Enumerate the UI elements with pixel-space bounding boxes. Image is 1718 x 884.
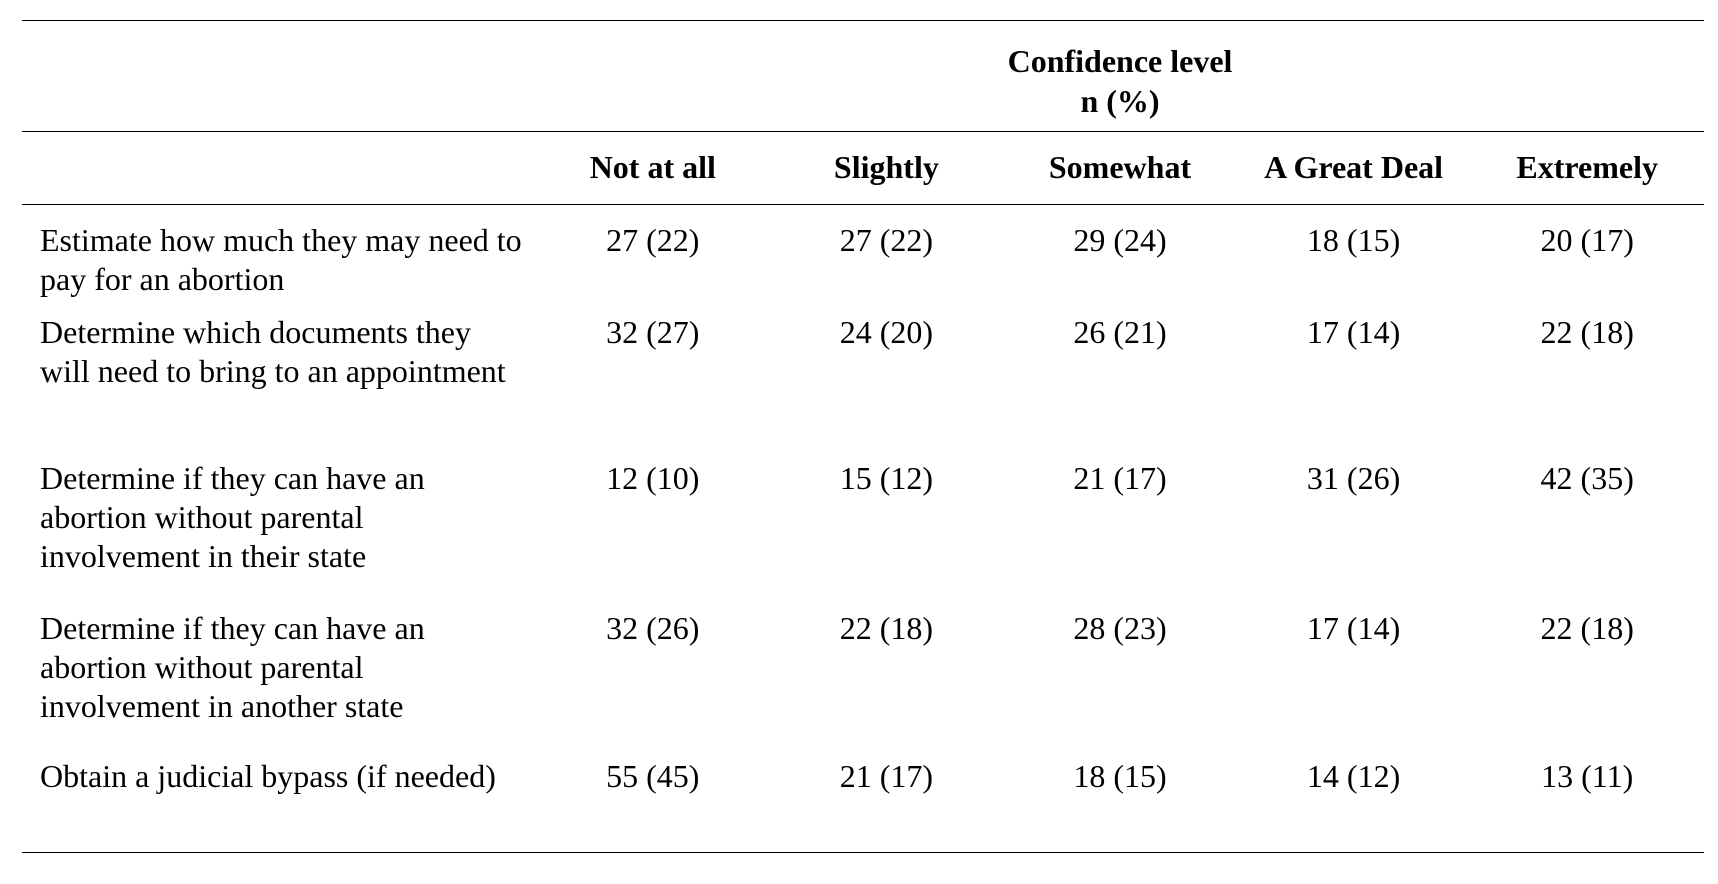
row-label: Determine which documents they will need… xyxy=(40,314,506,389)
table-cell: 55 (45) xyxy=(536,747,770,853)
table-cell: 29 (24) xyxy=(1073,221,1167,258)
table-cell: 15 (12) xyxy=(839,460,934,496)
table-cell: 22 (18) xyxy=(839,610,934,646)
table-cell: 32 (27) xyxy=(606,314,700,350)
table-cell: 26 (21) xyxy=(1073,314,1167,350)
row-label: Determine if they can have an abortion w… xyxy=(40,460,425,574)
table-cell: 27 (22) xyxy=(606,221,700,258)
table-cell: 27 (22) xyxy=(839,221,934,258)
stub-header-blank xyxy=(22,21,536,131)
table-cell: 20 (17) xyxy=(1540,221,1634,258)
table-cell: 14 (12) xyxy=(1236,747,1471,853)
table-cell: 42 (35) xyxy=(1540,460,1634,496)
table-cell: 18 (15) xyxy=(1003,747,1237,853)
table-cell: 17 (14) xyxy=(1306,610,1401,646)
column-header: A Great Deal xyxy=(1236,131,1471,205)
table-cell: 21 (17) xyxy=(769,747,1004,853)
row-label: Estimate how much they may need to pay f… xyxy=(40,221,522,297)
group-header-cell: Confidence level n (%) xyxy=(536,21,1704,131)
table-cell: 22 (18) xyxy=(1540,314,1634,350)
confidence-table: Confidence level n (%) Not at all Slight… xyxy=(22,20,1704,853)
table-cell: 24 (20) xyxy=(839,314,934,350)
column-header-row: Not at all Slightly Somewhat A Great Dea… xyxy=(22,131,1704,205)
table-cell: 21 (17) xyxy=(1073,460,1167,496)
table-row: Determine which documents they will need… xyxy=(22,303,1704,451)
row-label: Determine if they can have an abortion w… xyxy=(40,610,425,724)
row-label: Obtain a judicial bypass (if needed) xyxy=(22,747,536,853)
table-cell: 13 (11) xyxy=(1470,747,1704,853)
column-header-blank xyxy=(22,131,536,205)
column-header: Slightly xyxy=(769,131,1004,205)
group-header-row: Confidence level n (%) xyxy=(22,21,1704,131)
column-header: Somewhat xyxy=(1003,131,1237,205)
table-cell: 28 (23) xyxy=(1073,610,1167,646)
column-header: Extremely xyxy=(1470,131,1704,205)
table-cell: 22 (18) xyxy=(1540,610,1634,646)
table-top-rule xyxy=(22,20,1704,21)
table-cell: 32 (26) xyxy=(606,610,700,646)
table-cell: 17 (14) xyxy=(1306,314,1401,350)
table-row: Determine if they can have an abortion w… xyxy=(22,599,1704,747)
table-row: Estimate how much they may need to pay f… xyxy=(22,204,1704,303)
table-cell: 31 (26) xyxy=(1306,460,1401,496)
column-header: Not at all xyxy=(536,131,770,205)
group-header-unit: n (%) xyxy=(1080,83,1160,119)
table-row: Obtain a judicial bypass (if needed) 55 … xyxy=(22,747,1704,853)
table-cell: 12 (10) xyxy=(606,460,700,496)
group-header-title: Confidence level xyxy=(1007,43,1233,79)
table-cell: 18 (15) xyxy=(1306,221,1401,258)
table-row: Determine if they can have an abortion w… xyxy=(22,451,1704,599)
